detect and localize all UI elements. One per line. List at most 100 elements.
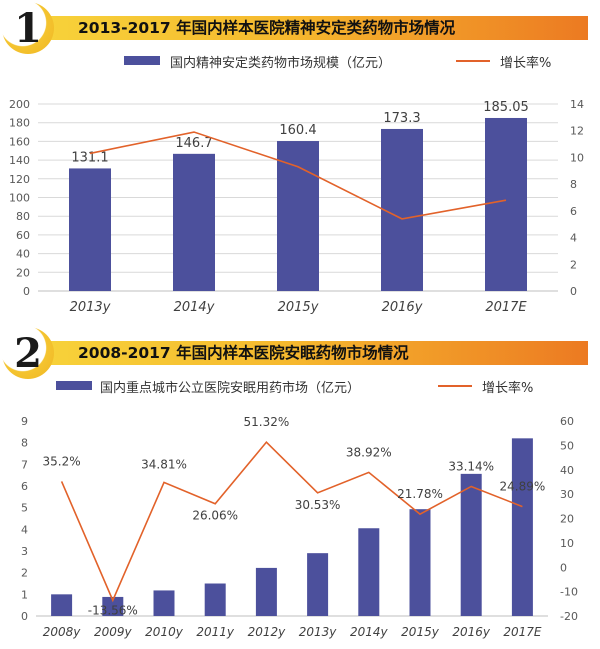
y-right-tick-label: 8 — [570, 178, 577, 191]
y-left-tick-label: 9 — [21, 415, 28, 428]
legend-line-swatch — [456, 60, 490, 62]
x-tick-label: 2017E — [485, 300, 527, 315]
y-right-tick-label: 10 — [570, 151, 584, 164]
x-tick-label: 2017E — [503, 625, 542, 639]
y-left-tick-label: 4 — [21, 523, 28, 536]
bar — [409, 509, 431, 616]
y-left-tick-label: 180 — [9, 117, 30, 130]
x-tick-label: 2010y — [145, 625, 184, 639]
y-left-tick-label: 140 — [9, 154, 30, 167]
y-right-tick-label: 14 — [570, 98, 584, 111]
x-tick-label: 2008y — [43, 625, 82, 639]
x-tick-label: 2016y — [452, 625, 491, 639]
x-tick-label: 2013y — [299, 625, 338, 639]
bar-value-label: 173.3 — [383, 111, 420, 126]
bar — [102, 596, 124, 616]
y-right-tick-label: 40 — [560, 464, 574, 477]
legend-bar-swatch — [124, 56, 160, 65]
line-value-label: 26.06% — [192, 509, 238, 523]
title-banner — [42, 341, 588, 365]
y-right-tick-label: -10 — [560, 586, 578, 599]
x-tick-label: 2013y — [70, 300, 111, 315]
line-value-label: -13.56% — [88, 603, 138, 617]
x-tick-label: 2015y — [278, 300, 319, 315]
bar-value-label: 146.7 — [175, 136, 212, 151]
bar — [381, 128, 423, 291]
chart-plot-2: 0 1 2 3 4 5 6 7 8 9 -20 -10 0 10 20 30 40 50 60 2008y 2009y 2… — [21, 415, 578, 639]
y-left-tick-label: 5 — [21, 502, 28, 515]
x-tick-label: 2015y — [401, 625, 440, 639]
line-value-label: 51.32% — [244, 415, 290, 429]
y-left-tick-label: 100 — [9, 192, 30, 205]
line-value-label: 30.53% — [295, 498, 341, 512]
y-right-tick-label: 10 — [560, 537, 574, 550]
y-right-tick-label: 20 — [560, 513, 574, 526]
chart-panel-1: 1 2013-2017 年国内样本医院精神安定类药物市场情况 国内精神安定类药物… — [0, 0, 600, 323]
bar — [358, 528, 380, 616]
y-right-tick-label: 2 — [570, 258, 577, 271]
chart-number-badge: 1 — [2, 2, 54, 54]
line-value-label: 21.78% — [397, 487, 443, 501]
y-right-tick-label: 0 — [560, 561, 567, 574]
bar — [51, 594, 73, 616]
x-tick-label: 2009y — [94, 625, 133, 639]
y-left-tick-label: 6 — [21, 480, 28, 493]
growth-rate-line — [60, 440, 523, 603]
y-left-tick-label: 1 — [21, 588, 28, 601]
line-value-label: 35.2% — [43, 454, 81, 468]
bar-value-label: 131.1 — [71, 150, 108, 165]
y-right-tick-label: 0 — [570, 285, 577, 298]
line-value-label: 34.81% — [141, 457, 187, 471]
bar — [255, 567, 277, 616]
x-tick-label: 2012y — [248, 625, 287, 639]
y-right-tick-label: 4 — [570, 232, 577, 245]
line-value-label: 33.14% — [448, 459, 494, 473]
y-left-tick-label: 3 — [21, 545, 28, 558]
y-left-tick-label: 40 — [16, 248, 30, 261]
y-right-tick-label: 6 — [570, 205, 577, 218]
y-left-tick-label: 0 — [21, 610, 28, 623]
chart-title: 2008-2017 年国内样本医院安眠药物市场情况 — [78, 344, 409, 362]
x-tick-label: 2014y — [174, 300, 215, 315]
title-banner — [42, 16, 588, 40]
y-left-tick-label: 0 — [23, 285, 30, 298]
x-tick-label: 2016y — [382, 300, 423, 315]
bar — [69, 168, 111, 291]
bar-value-label: 160.4 — [279, 123, 316, 138]
legend-line-label: 增长率% — [500, 56, 552, 71]
bar — [153, 590, 175, 616]
bar — [485, 117, 527, 292]
legend-bar-label: 国内重点城市公立医院安眠用药市场（亿元） — [100, 381, 361, 396]
y-left-tick-label: 7 — [21, 458, 28, 471]
x-tick-label: 2011y — [196, 625, 235, 639]
chart-number-badge: 2 — [2, 327, 54, 379]
y-right-tick-label: 60 — [560, 415, 574, 428]
line-value-label: 38.92% — [346, 445, 392, 459]
y-left-tick-label: 2 — [21, 567, 28, 580]
y-right-tick-label: 30 — [560, 488, 574, 501]
x-tick-label: 2014y — [350, 625, 389, 639]
y-left-tick-label: 120 — [9, 173, 30, 186]
y-right-tick-label: 12 — [570, 125, 584, 138]
chart-plot-1: 0 20 40 60 80 100 120 140 160 180 200 0 2 4 6 8 10 12 14 13… — [9, 98, 584, 315]
bar — [460, 473, 482, 616]
legend-line-swatch — [438, 385, 472, 387]
chart-panel-2: 2 2008-2017 年国内样本医院安眠药物市场情况 国内重点城市公立医院安眠… — [0, 325, 600, 649]
legend-line-label: 增长率% — [482, 381, 534, 396]
y-right-tick-label: 50 — [560, 439, 574, 452]
y-right-tick-label: -20 — [560, 610, 578, 623]
legend-bar-swatch — [56, 381, 92, 390]
line-value-label: 24.89% — [500, 480, 546, 494]
bar — [204, 583, 226, 616]
legend-bar-label: 国内精神安定类药物市场规模（亿元） — [170, 56, 392, 71]
y-left-tick-label: 8 — [21, 437, 28, 450]
bar-value-label: 185.05 — [483, 100, 529, 115]
bar — [173, 153, 215, 291]
growth-rate-line — [89, 131, 507, 220]
y-left-tick-label: 60 — [16, 229, 30, 242]
bar — [511, 438, 533, 616]
y-left-tick-label: 200 — [9, 98, 30, 111]
y-left-tick-label: 80 — [16, 210, 30, 223]
bar — [307, 553, 329, 616]
y-left-tick-label: 160 — [9, 135, 30, 148]
